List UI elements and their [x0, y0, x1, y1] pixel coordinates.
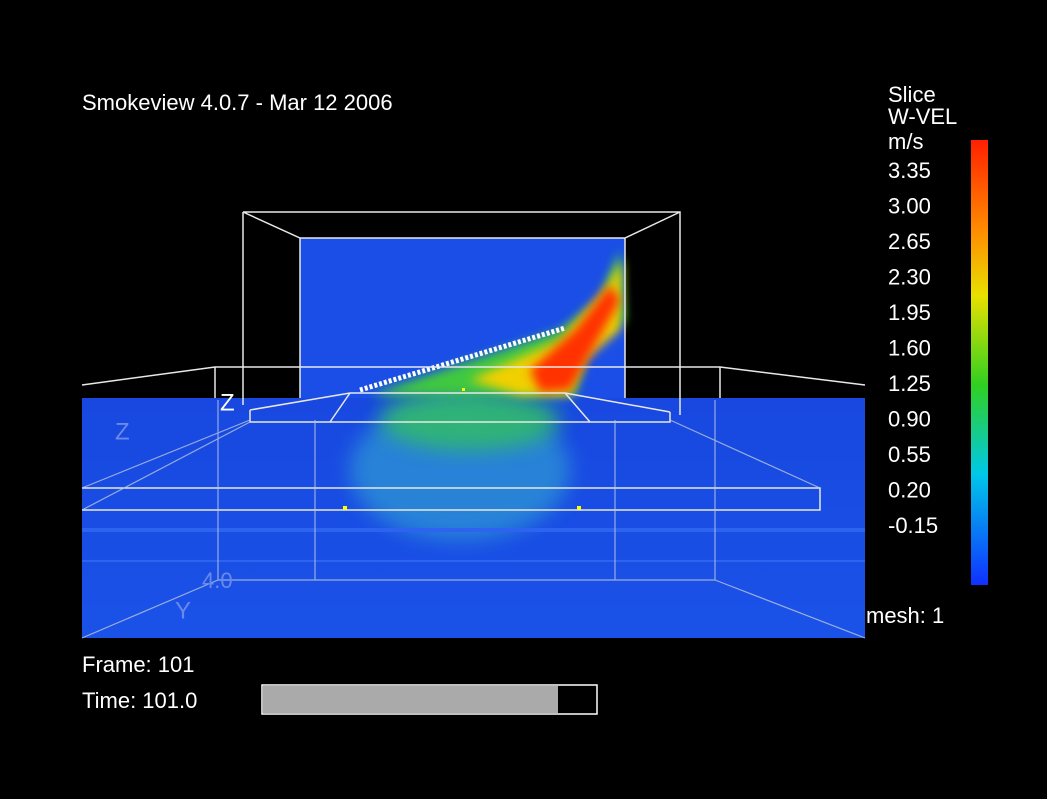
axis-tick-label: 4.0 — [202, 568, 233, 593]
axis-label: Z — [115, 418, 130, 445]
colorbar-label: 1.25 — [888, 371, 931, 396]
colorbar-labels: 3.35 3.00 2.65 2.30 1.95 1.60 1.25 0.90 0.55 0.20… — [888, 158, 938, 538]
colorbar-label: 0.90 — [888, 406, 931, 431]
axis-label: Y — [175, 597, 191, 624]
colorbar-label: 3.00 — [888, 193, 931, 218]
frame-label: Frame: 101 — [82, 652, 195, 677]
axis-label: Z — [220, 389, 235, 416]
colorbar-label: 1.95 — [888, 300, 931, 325]
colorbar-label: 0.55 — [888, 442, 931, 467]
colorbar-label: 3.35 — [888, 158, 931, 183]
time-label: Time: 101.0 — [82, 688, 197, 713]
colorbar — [971, 140, 988, 585]
colorbar-title: Slice — [888, 82, 936, 107]
colorbar-quantity: W-VEL — [888, 104, 957, 129]
colorbar-label: 0.20 — [888, 477, 931, 502]
wireframe — [81, 211, 866, 639]
colorbar-label: -0.15 — [888, 513, 938, 538]
colorbar-label: 2.65 — [888, 229, 931, 254]
mesh-label: mesh: 1 — [866, 603, 944, 628]
window-title: Smokeview 4.0.7 - Mar 12 2006 — [82, 90, 393, 115]
colorbar-label: 2.30 — [888, 264, 931, 289]
colorbar-label: 1.60 — [888, 335, 931, 360]
slice-render — [82, 238, 865, 638]
colorbar-unit: m/s — [888, 129, 923, 154]
time-bar[interactable] — [261, 684, 598, 715]
